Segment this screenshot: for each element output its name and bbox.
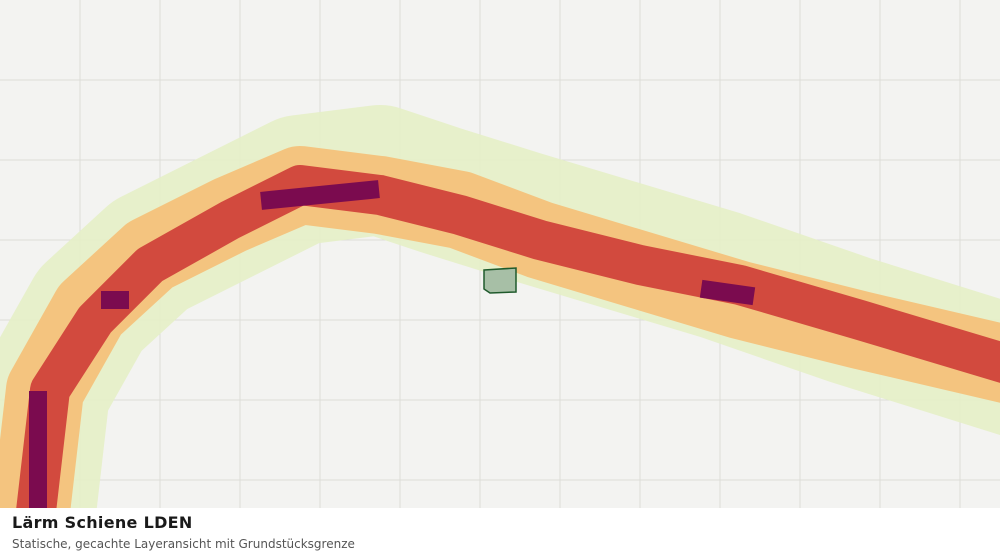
layer-subtitle: Statische, gecachte Layeransicht mit Gru…: [12, 537, 355, 551]
parcel-boundary: [483, 267, 517, 294]
noise-layer: [0, 105, 1000, 508]
map: [0, 0, 1000, 508]
noise-zone-high: [16, 165, 1000, 508]
caption: Lärm Schiene LDEN Statische, gecachte La…: [0, 508, 1000, 560]
noise-zone-very-high: [29, 180, 756, 508]
layer-title: Lärm Schiene LDEN: [12, 513, 193, 532]
